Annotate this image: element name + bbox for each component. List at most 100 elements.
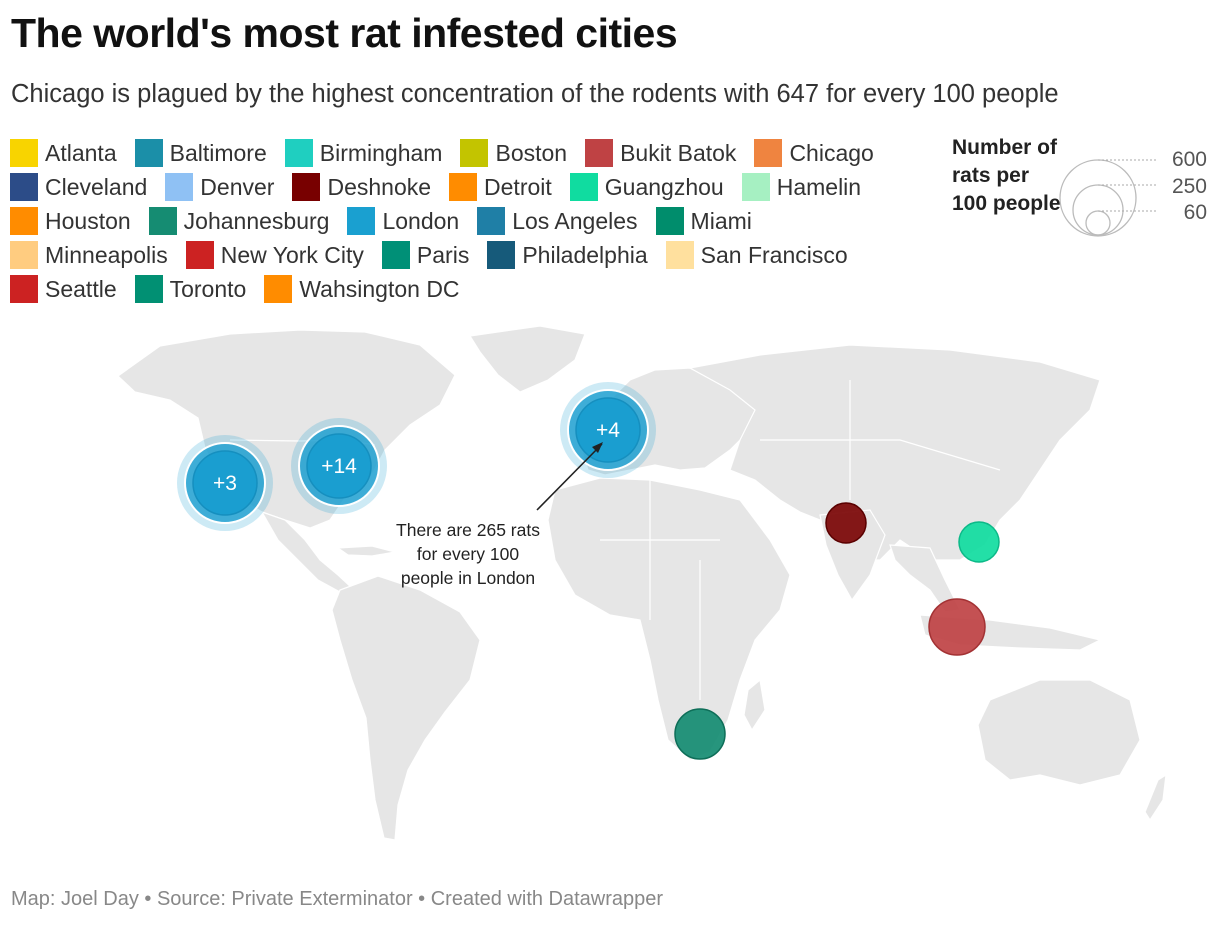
legend-label: Detroit: [484, 173, 552, 200]
greenland: [469, 325, 586, 393]
legend-label: Minneapolis: [45, 241, 168, 268]
cluster-inner: [192, 450, 258, 516]
legend-item[interactable]: Atlanta: [10, 139, 117, 167]
legend-label: Boston: [495, 139, 568, 166]
cluster-inner: [575, 397, 641, 463]
cluster-los-angeles-group[interactable]: +3: [177, 435, 273, 531]
legend-swatch: [585, 139, 614, 167]
legend-swatch: [665, 241, 694, 269]
legend-item[interactable]: San Francisco: [665, 241, 848, 269]
size-legend-circle-small: [1085, 210, 1111, 236]
cluster-count: +3: [213, 472, 237, 495]
legend-swatch: [569, 173, 598, 201]
marker-guangzhou[interactable]: [958, 521, 1000, 563]
legend-item[interactable]: London: [347, 207, 459, 235]
legend-swatch: [134, 139, 163, 167]
size-legend-title: Number of rats per 100 people: [952, 136, 1061, 215]
legend-swatch: [754, 139, 783, 167]
legend-row: Seattle Toronto Wahsington DC: [10, 272, 940, 306]
cluster-europe-group[interactable]: +4: [560, 382, 656, 478]
chart-subtitle: Chicago is plagued by the highest concen…: [11, 80, 1059, 108]
north-america: [117, 329, 456, 529]
color-legend: Atlanta Baltimore Birmingham Boston Bukit Ba…: [10, 136, 940, 306]
legend-item[interactable]: Bukit Batok: [585, 139, 736, 167]
world-map[interactable]: +3 +14 +4 There are 265 rats for every 1…: [0, 310, 1220, 870]
legend-label: Paris: [416, 241, 470, 268]
legend-label: Baltimore: [169, 139, 267, 166]
legend-item[interactable]: Boston: [460, 139, 567, 167]
legend-label: New York City: [220, 241, 364, 268]
cluster-count: +4: [596, 419, 620, 442]
legend-item[interactable]: Wahsington DC: [264, 275, 460, 303]
legend-label: Philadelphia: [522, 241, 648, 268]
legend-item[interactable]: Detroit: [449, 173, 552, 201]
size-legend-value: 250: [1172, 175, 1207, 198]
legend-item[interactable]: Paris: [381, 241, 470, 269]
asia-border: [760, 380, 1001, 500]
legend-label: Denver: [200, 173, 275, 200]
size-legend-circle-large: [1059, 159, 1137, 237]
legend-item[interactable]: Seattle: [10, 275, 117, 303]
legend-label: Johannesburg: [183, 207, 330, 234]
legend-item[interactable]: New York City: [185, 241, 364, 269]
legend-item[interactable]: Miami: [655, 207, 752, 235]
legend-item[interactable]: Birmingham: [284, 139, 443, 167]
legend-item[interactable]: Guangzhou: [569, 173, 724, 201]
legend-swatch: [264, 275, 293, 303]
legend-swatch: [10, 173, 38, 201]
legend-swatch: [165, 173, 194, 201]
legend-swatch: [460, 139, 489, 167]
legend-item[interactable]: Houston: [10, 207, 131, 235]
legend-item[interactable]: Cleveland: [10, 173, 147, 201]
legend-item[interactable]: Deshnoke: [292, 173, 431, 201]
legend-item[interactable]: Baltimore: [134, 139, 267, 167]
legend-row: Cleveland Denver Deshnoke Detroit Guangzhou H…: [10, 170, 940, 204]
cluster-east-us-group[interactable]: +14: [291, 418, 387, 514]
legend-item[interactable]: Los Angeles: [477, 207, 638, 235]
cluster-inner: [306, 433, 372, 499]
london-annotation: There are 265 rats for every 100 people …: [396, 442, 603, 588]
legend-row: Atlanta Baltimore Birmingham Boston Bukit Ba…: [10, 136, 940, 170]
legend-swatch: [449, 173, 478, 201]
legend-swatch: [292, 173, 321, 201]
legend-item[interactable]: Hamelin: [741, 173, 861, 201]
legend-item[interactable]: Minneapolis: [10, 241, 168, 269]
legend-item[interactable]: Johannesburg: [148, 207, 330, 235]
legend-swatch: [487, 241, 516, 269]
cluster-count: +14: [321, 455, 357, 478]
new-zealand: [1144, 773, 1167, 822]
legend-label: Wahsington DC: [299, 275, 460, 302]
footer-credits: Map: Joel Day • Source: Private Extermin…: [11, 888, 664, 910]
legend-item[interactable]: Philadelphia: [487, 241, 648, 269]
legend-swatch: [655, 207, 684, 235]
australia: [977, 679, 1141, 786]
legend-label: Birmingham: [319, 139, 443, 166]
legend-label: Toronto: [169, 275, 247, 302]
marker-johannesburg[interactable]: [674, 708, 726, 760]
legend-label: Houston: [45, 207, 131, 234]
legend-swatch: [10, 139, 38, 167]
legend-swatch: [381, 241, 410, 269]
land-masses: [117, 325, 1167, 841]
legend-label: Bukit Batok: [620, 139, 737, 166]
legend-swatch: [741, 173, 770, 201]
annotation-line: There are 265 rats: [396, 520, 540, 540]
africa-border: [600, 480, 720, 700]
legend-item[interactable]: Chicago: [754, 139, 874, 167]
legend-swatch: [10, 275, 38, 303]
legend-item[interactable]: Toronto: [134, 275, 247, 303]
legend-swatch: [477, 207, 506, 235]
legend-label: Deshnoke: [327, 173, 432, 200]
legend-label: Atlanta: [45, 139, 117, 166]
legend-swatch: [134, 275, 163, 303]
marker-bukit-batok[interactable]: [928, 598, 986, 656]
annotation-arrow: [536, 443, 603, 511]
legend-swatch: [185, 241, 214, 269]
annotation-line: for every 100: [417, 544, 519, 564]
legend-item[interactable]: Denver: [165, 173, 274, 201]
size-legend-value: 60: [1184, 201, 1207, 224]
marker-deshnoke[interactable]: [825, 502, 867, 544]
legend-swatch: [10, 207, 38, 235]
annotation-line: people in London: [401, 568, 535, 588]
legend-swatch: [347, 207, 376, 235]
